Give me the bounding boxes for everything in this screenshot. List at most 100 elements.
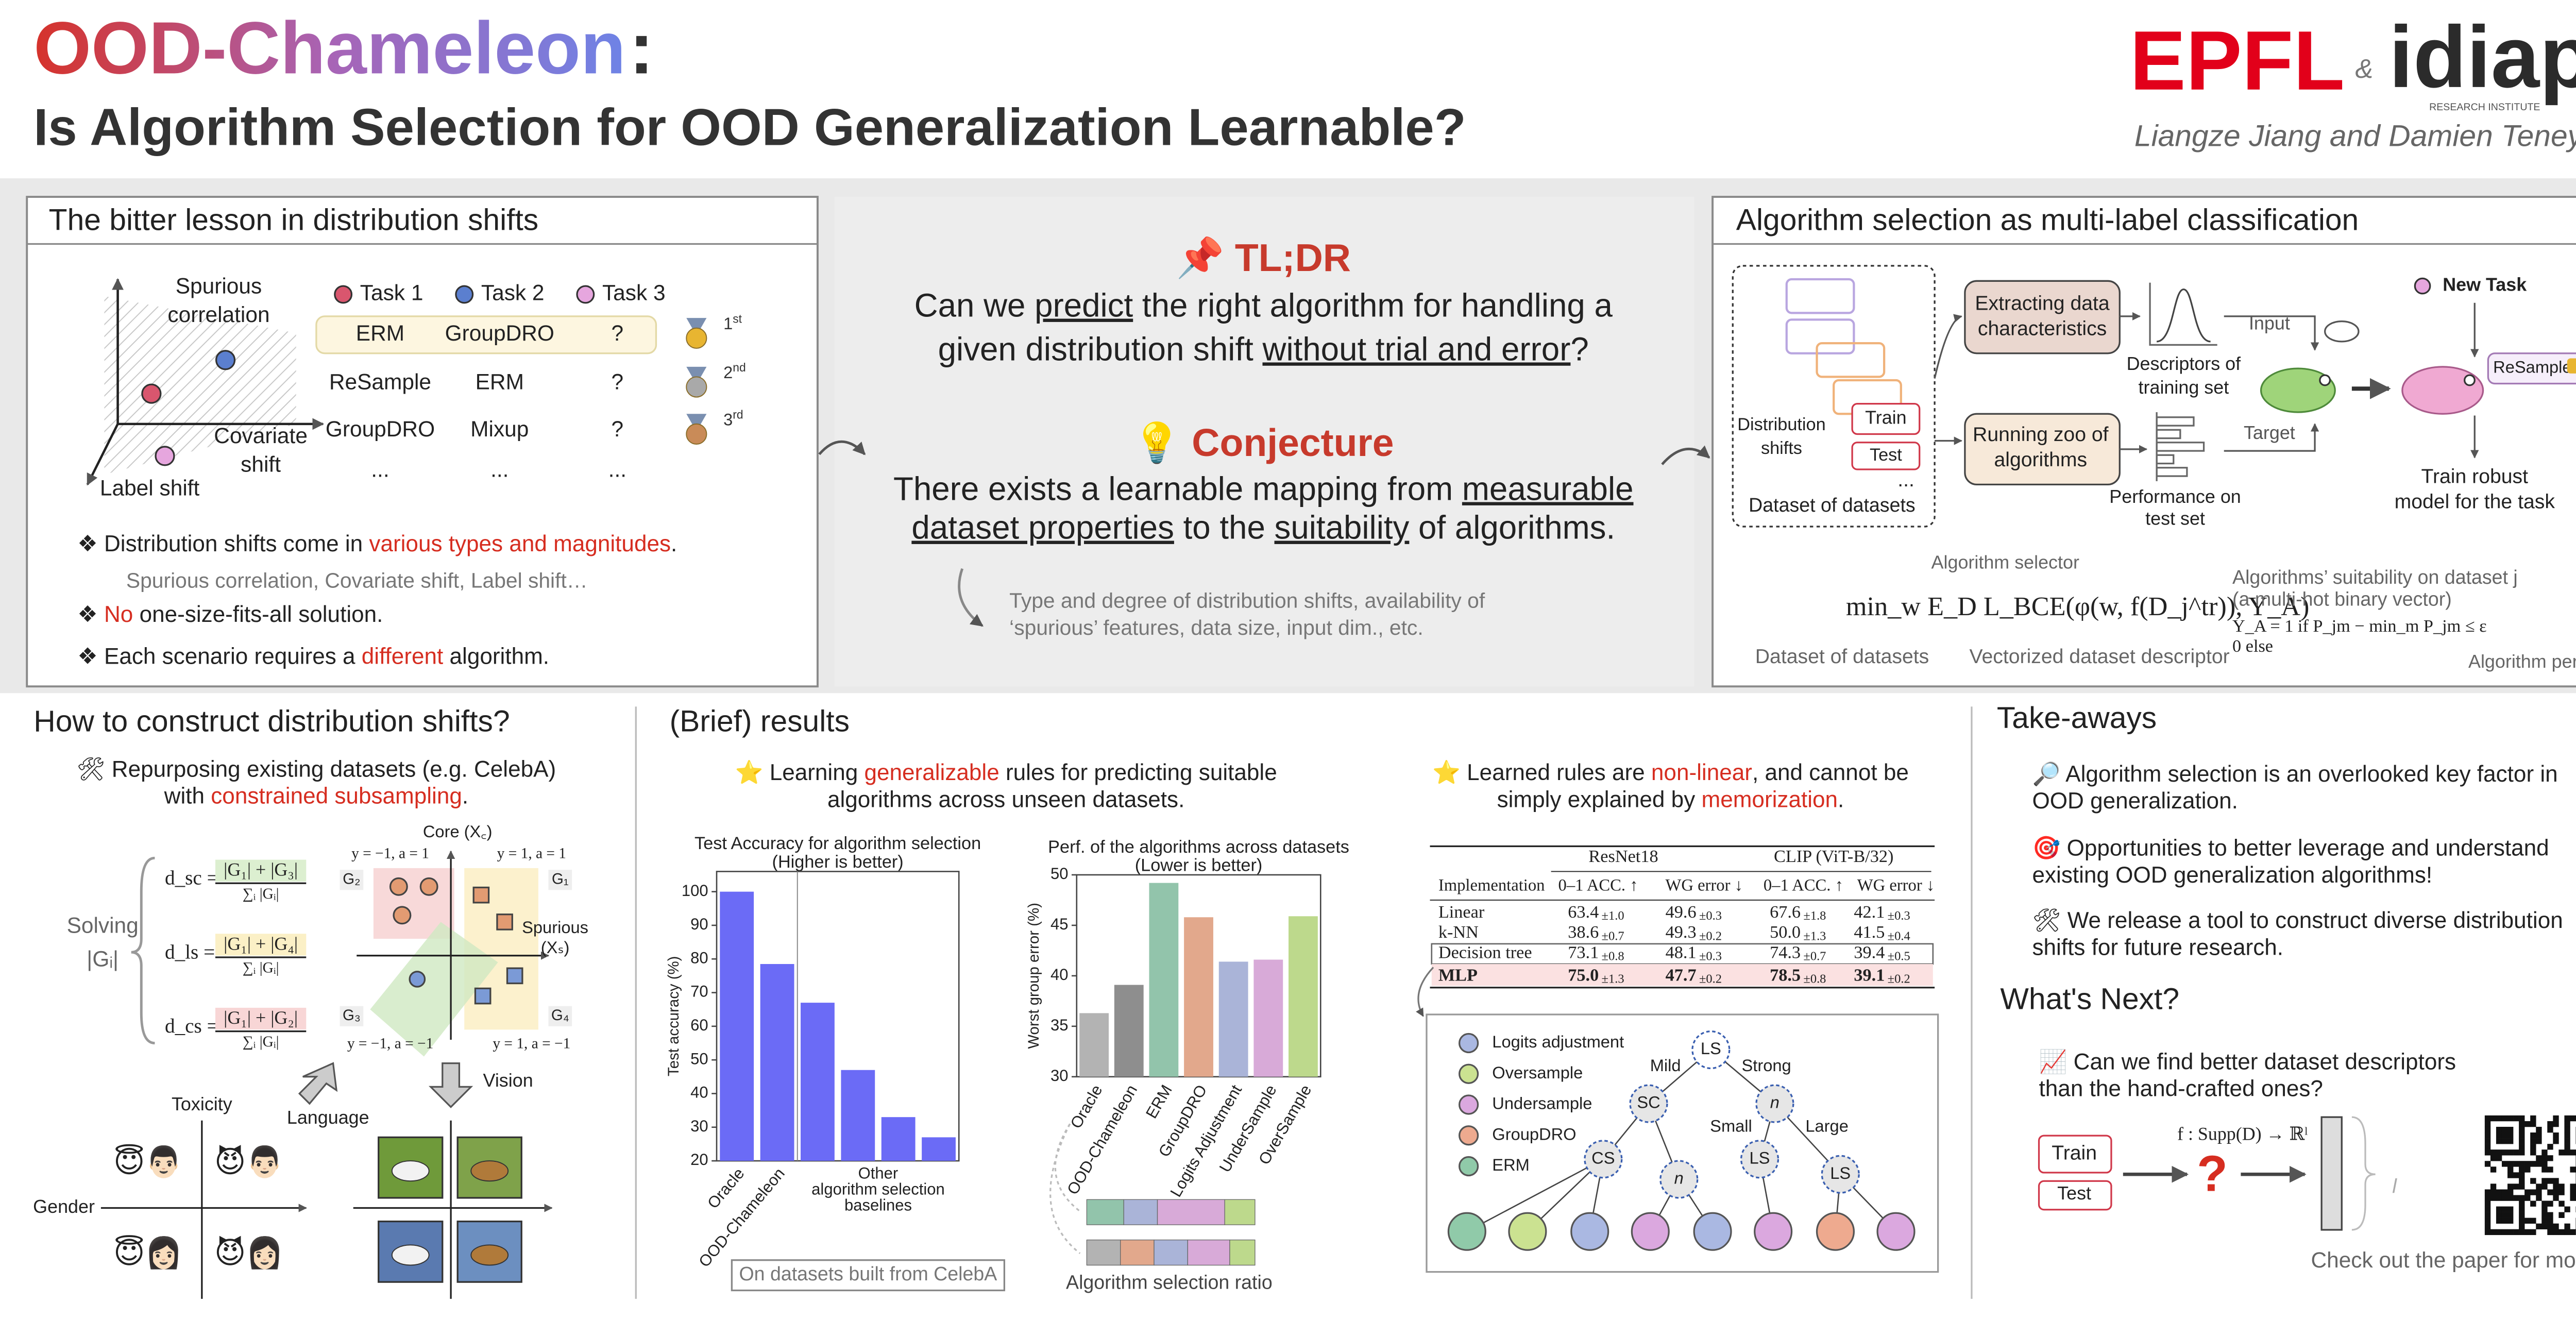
table-cell-std: ±0.4: [1888, 929, 1910, 943]
qr-module: [2519, 1149, 2525, 1156]
qr-module: [2553, 1189, 2559, 1195]
tree-leaf: [1570, 1212, 1609, 1251]
photo-animal: [470, 1160, 509, 1182]
qr-module: [2519, 1183, 2525, 1190]
qr-module: [2553, 1195, 2559, 1201]
qr-module: [2496, 1212, 2502, 1218]
formula: d_sc =: [165, 867, 218, 889]
text-segment: various types and magnitudes: [369, 531, 671, 556]
diagram-label: test set: [2145, 508, 2205, 529]
corner-label: y = −1, a = −1: [347, 1036, 433, 1052]
y-axis-label: Worst group error (%): [1025, 903, 1042, 1049]
qr-module: [2501, 1149, 2508, 1156]
process-label: Running zoo of: [1973, 424, 2109, 446]
text-segment: constrained subsampling: [211, 783, 462, 808]
emoji: 😇👩🏻: [113, 1235, 182, 1270]
formula-highlight: [215, 934, 307, 956]
table-cell-std: ±0.2: [1699, 972, 1722, 986]
bar: [801, 1003, 835, 1161]
claim: ⭐ Learned rules are non-linear, and cann…: [1432, 759, 1909, 785]
table-cell: 47.7: [1666, 965, 1697, 985]
axis-label: Spurious: [522, 918, 588, 937]
y-tick-label: 50: [690, 1050, 708, 1068]
qr-module: [2536, 1126, 2542, 1133]
qr-module: [2519, 1229, 2525, 1236]
qr-module: [2513, 1183, 2519, 1190]
claim: simply explained by memorization.: [1497, 787, 1844, 812]
qr-module: [2553, 1132, 2559, 1139]
qr-module: [2536, 1195, 2542, 1201]
qr-module: [2524, 1217, 2531, 1224]
ratio-segment: [1157, 1199, 1225, 1225]
formula: l: [2392, 1176, 2397, 1198]
formula: |G₁| + |G₄|: [224, 933, 298, 954]
qr-module: [2513, 1149, 2519, 1156]
qr-module: [2501, 1126, 2508, 1133]
ratio-segment: [1224, 1199, 1256, 1225]
intro: 🛠 Repurposing existing datasets (e.g. Ce…: [77, 756, 556, 782]
y-tick-label: 45: [1050, 915, 1069, 933]
qr-module: [2558, 1149, 2565, 1156]
qr-module: [2541, 1161, 2548, 1167]
legend-marker: [334, 285, 353, 304]
rank-label: 2nd: [723, 361, 746, 381]
qr-module: [2541, 1223, 2548, 1230]
table-cell: Linear: [1438, 902, 1485, 922]
group-tag: [548, 1006, 572, 1026]
y-tick-label: 70: [690, 983, 708, 1001]
photo: [456, 1220, 522, 1283]
y-tick-label: 80: [690, 949, 708, 967]
qr-module: [2547, 1166, 2553, 1173]
qr-module: [2530, 1189, 2536, 1195]
big-arrow: [298, 1062, 338, 1105]
qr-module: [2496, 1115, 2502, 1122]
task-point: [215, 350, 236, 370]
qr-module: [2507, 1161, 2514, 1167]
qr-module: [2507, 1229, 2514, 1236]
formula: ∑ᵢ |Gᵢ|: [243, 886, 279, 902]
chameleon-eye: [2319, 374, 2331, 386]
rank-suffix: nd: [733, 361, 745, 374]
x-group-label: baselines: [844, 1196, 912, 1214]
qr-module: [2507, 1206, 2514, 1212]
qr-module: [2530, 1217, 2536, 1224]
qr-module: [2564, 1126, 2570, 1133]
qr-module: [2507, 1183, 2514, 1190]
claim: algorithms across unseen datasets.: [827, 787, 1184, 812]
text-segment: measurable: [1462, 470, 1634, 507]
text-segment: ❖ Distribution shifts come in: [77, 531, 369, 556]
tree-edge: [1466, 1158, 1604, 1232]
table-group: ResNet18: [1588, 847, 1658, 866]
text-segment: to the: [1174, 509, 1275, 546]
bar: [760, 964, 794, 1161]
speech-bubble: [2487, 352, 2576, 385]
text-segment: without trial and error: [1262, 331, 1570, 367]
task-point: [155, 446, 175, 466]
qr-module: [2490, 1195, 2497, 1201]
text-segment: There exists a learnable mapping from: [893, 470, 1462, 507]
sample: [419, 877, 438, 896]
poster-title: :: [629, 7, 654, 89]
tree-node: [1691, 1030, 1731, 1070]
qr-module: [2530, 1178, 2536, 1184]
x-group-label: algorithm selection: [811, 1180, 945, 1198]
axis-label: Spurious: [176, 274, 262, 298]
corner-label: y = −1, a = 1: [351, 845, 429, 862]
text-segment: .: [671, 531, 677, 556]
caption: Algorithm selection ratio: [1066, 1271, 1273, 1293]
qr-module: [2541, 1155, 2548, 1161]
y-tick-label: 20: [690, 1151, 708, 1169]
qr-module: [2507, 1115, 2514, 1122]
takeaway: 🛠 We release a tool to construct diverse…: [2032, 908, 2563, 933]
thought-cloud: [2324, 320, 2360, 343]
diagram-label: Test: [1870, 445, 1902, 465]
diagram-label: Descriptors of: [2127, 353, 2242, 374]
annotation: Algorithms’ suitability on dataset j: [2232, 566, 2518, 588]
formula: ∑ᵢ |Gᵢ|: [243, 1034, 279, 1050]
qr-module: [2530, 1149, 2536, 1156]
text-segment: algorithm.: [443, 644, 549, 669]
table-cell: 74.3: [1770, 942, 1801, 962]
legend-marker: [1459, 1063, 1479, 1084]
ratio-segment: [1123, 1199, 1158, 1225]
qr-module: [2570, 1183, 2576, 1190]
